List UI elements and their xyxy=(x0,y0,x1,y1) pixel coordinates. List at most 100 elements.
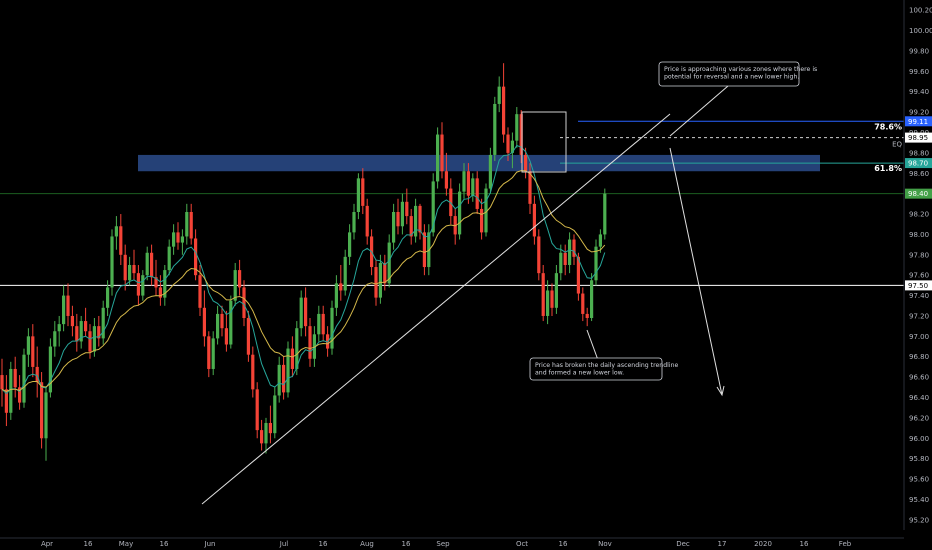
price-tick-label: 96.00 xyxy=(909,435,929,443)
candle-body xyxy=(414,205,418,237)
candle-body xyxy=(13,368,17,388)
candle-body xyxy=(75,326,79,342)
candle-body xyxy=(462,171,466,192)
candle-body xyxy=(18,387,22,403)
candle-body xyxy=(378,262,382,298)
ascending-trendline xyxy=(201,113,671,505)
candle-body xyxy=(528,171,532,204)
candle-body xyxy=(97,326,101,339)
annotation-text: and formed a new lower low. xyxy=(535,370,624,377)
candle-body xyxy=(62,295,66,325)
candle-body xyxy=(101,307,105,339)
candle-body xyxy=(519,114,523,155)
candle-body xyxy=(471,178,475,196)
candle-body xyxy=(282,364,286,393)
price-tick-label: 98.80 xyxy=(909,149,929,157)
time-tick-label: Feb xyxy=(839,540,852,548)
candle-body xyxy=(572,239,576,257)
candle-body xyxy=(440,134,444,172)
time-axis[interactable]: Apr 16 May 16 Jun Jul 16 Aug 16 Sep Oct 16 Nov Dec 17 2… xyxy=(0,537,904,548)
projection-arrow xyxy=(669,147,723,396)
price-tick-label: 97.60 xyxy=(909,272,929,280)
candle-body xyxy=(304,297,308,327)
callout-pointer xyxy=(669,85,729,137)
candle-body xyxy=(550,290,554,308)
candle-body xyxy=(132,265,136,274)
candle-body xyxy=(568,239,572,265)
candle-body xyxy=(418,205,422,233)
candle-body xyxy=(70,315,74,327)
candle-body xyxy=(356,178,360,212)
candle-body xyxy=(242,287,246,318)
candle-body xyxy=(317,313,321,335)
candle-body xyxy=(180,236,184,243)
candle-body xyxy=(277,364,281,396)
price-tick-label: 95.20 xyxy=(909,516,929,524)
candle-body xyxy=(136,273,140,296)
price-tag-label: 98.40 xyxy=(908,190,928,198)
annotation-box xyxy=(658,61,800,87)
candle-body xyxy=(198,275,202,308)
eq-label: EQ xyxy=(892,141,902,149)
candle-body xyxy=(145,252,149,276)
candle-body xyxy=(40,382,44,439)
candle-body xyxy=(537,236,541,274)
candle-body xyxy=(484,188,488,233)
candle-body xyxy=(22,354,26,403)
candle-body xyxy=(532,203,536,237)
candle-body xyxy=(598,234,602,247)
time-tick-label: Apr xyxy=(41,540,53,548)
candle-body xyxy=(515,114,519,141)
candle-body xyxy=(66,295,70,316)
candle-body xyxy=(524,154,528,172)
candle-body xyxy=(361,178,365,206)
candle-body xyxy=(31,336,35,367)
candle-body xyxy=(255,389,259,431)
candle-body xyxy=(88,331,92,352)
candle-body xyxy=(172,232,176,247)
annotations: Price is approaching various zones where… xyxy=(529,61,817,381)
price-axis[interactable]: 100.20100.0099.8099.6099.4099.2099.0098.… xyxy=(903,0,932,530)
candle-body xyxy=(53,331,57,347)
price-tag xyxy=(905,158,932,169)
candle-body xyxy=(506,134,510,153)
candle-body xyxy=(202,307,206,337)
price-tag xyxy=(905,116,932,127)
candle-body xyxy=(260,430,264,444)
ema-slow-line xyxy=(1,170,606,392)
candle-body xyxy=(383,262,387,284)
price-tick-label: 99.60 xyxy=(909,68,929,76)
candle-body xyxy=(185,212,189,237)
candle-body xyxy=(251,354,255,390)
candle-body xyxy=(374,267,378,298)
candle-body xyxy=(57,324,61,332)
time-tick-label: 16 xyxy=(160,540,169,548)
candle-body xyxy=(167,246,171,271)
candle-body xyxy=(396,212,400,227)
candle-body xyxy=(246,318,250,355)
time-tick-label: 16 xyxy=(402,540,411,548)
time-tick-label: Aug xyxy=(360,540,374,548)
candle-body xyxy=(444,171,448,189)
candle-body xyxy=(365,205,369,237)
price-tag xyxy=(905,280,932,291)
time-tick-label: Sep xyxy=(436,540,450,548)
candle-body xyxy=(590,280,594,318)
candle-body xyxy=(387,242,391,284)
candle-body xyxy=(299,297,303,329)
candle-body xyxy=(352,212,356,233)
candle-body xyxy=(554,273,558,308)
candle-body xyxy=(405,201,409,217)
candle-body xyxy=(541,273,545,316)
candle-body xyxy=(216,313,220,339)
arrow-head xyxy=(716,385,725,397)
time-tick-label: Dec xyxy=(676,540,690,548)
candle-body xyxy=(211,338,215,369)
candle-body xyxy=(123,254,127,281)
candle-body xyxy=(9,368,13,413)
price-tick-label: 95.40 xyxy=(909,496,929,504)
candle-body xyxy=(343,256,347,291)
price-tick-label: 96.40 xyxy=(909,394,929,402)
time-tick-label: 16 xyxy=(319,540,328,548)
